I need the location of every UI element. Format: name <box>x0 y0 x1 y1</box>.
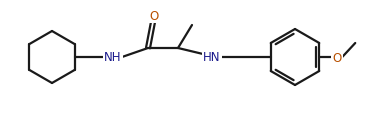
Text: HN: HN <box>203 51 221 64</box>
Text: O: O <box>332 51 342 64</box>
Text: O: O <box>149 9 159 22</box>
Text: NH: NH <box>104 51 122 64</box>
